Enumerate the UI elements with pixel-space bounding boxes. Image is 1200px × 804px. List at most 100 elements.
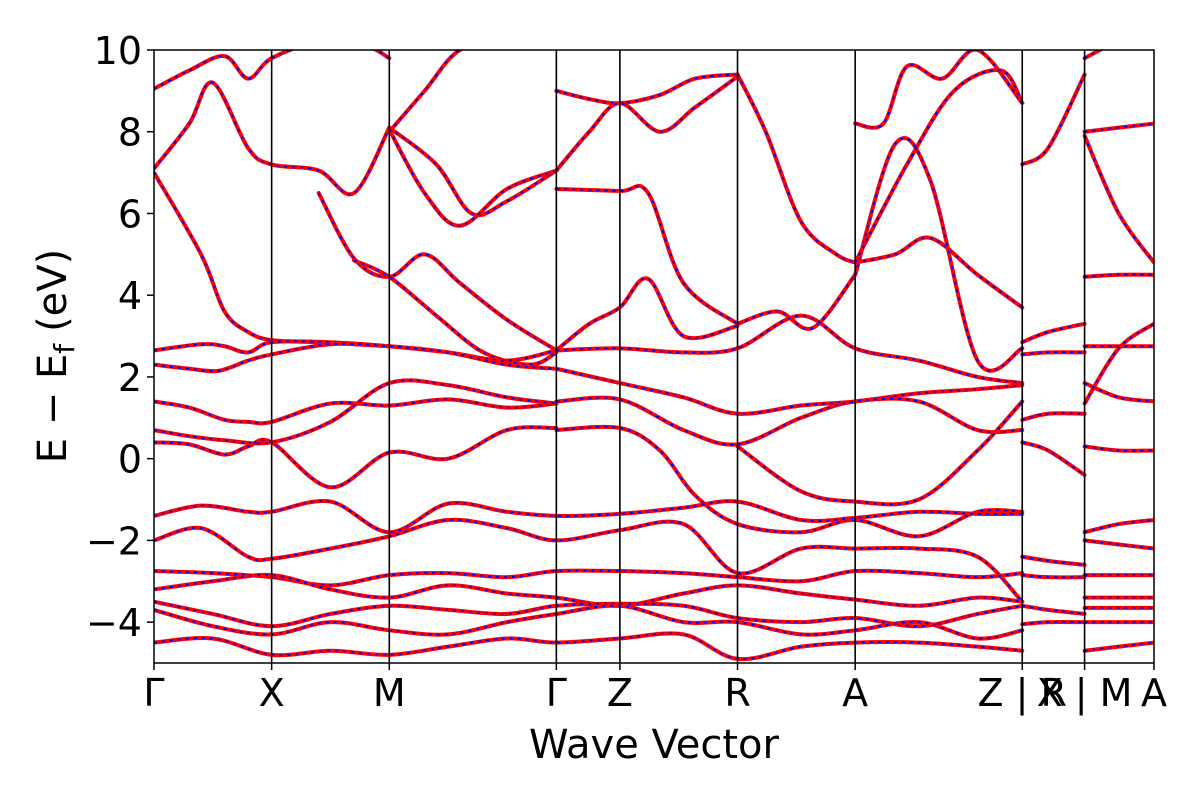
x-axis-label: Wave Vector bbox=[529, 722, 780, 768]
kpoint-divider-lines bbox=[270, 50, 1086, 663]
band-line-solid-34 bbox=[154, 631, 1025, 662]
band-line-dashed-1 bbox=[154, 81, 391, 196]
band-line-dashed-14 bbox=[855, 50, 1024, 129]
y-axis-label: E − Ef (eV) bbox=[30, 249, 81, 464]
y-axis-label-main: E − E bbox=[30, 354, 76, 464]
band-line-solid-25 bbox=[554, 395, 1025, 447]
plot-frame bbox=[153, 49, 1155, 664]
y-tick-label: 6 bbox=[118, 192, 142, 236]
band-line-dashed-34 bbox=[154, 632, 1023, 661]
kpoint-label: Z bbox=[607, 671, 633, 715]
y-tick-label: 8 bbox=[118, 111, 142, 155]
band-line-solid-5 bbox=[387, 50, 465, 134]
band-line-dashed-12 bbox=[736, 74, 856, 264]
band-line-dashed-28 bbox=[154, 499, 1023, 534]
band-line-solid-8 bbox=[554, 72, 740, 106]
band-line-dashed-41 bbox=[1022, 574, 1085, 579]
band-line-dashed-58 bbox=[1084, 641, 1154, 652]
band-line-dashed-36 bbox=[1021, 322, 1085, 344]
band-line-dashed-11 bbox=[555, 277, 738, 352]
band-line-solid-23 bbox=[554, 313, 1025, 386]
band-line-solid-49 bbox=[1082, 321, 1154, 406]
band-line-solid-22 bbox=[154, 425, 559, 490]
band-line-solid-11 bbox=[554, 276, 740, 353]
band-line-solid-44 bbox=[1082, 50, 1105, 61]
band-line-solid-46 bbox=[1082, 133, 1154, 265]
band-line-solid-33 bbox=[154, 603, 1025, 641]
band-line-dashed-19 bbox=[154, 342, 557, 373]
kpoint-label: R bbox=[724, 671, 750, 715]
band-line-solid-50 bbox=[1082, 381, 1154, 404]
band-line-solid-26 bbox=[554, 424, 1025, 539]
y-tick-label: 0 bbox=[118, 438, 142, 482]
band-line-dashed-10 bbox=[556, 184, 739, 325]
band-line-dashed-38 bbox=[1021, 412, 1085, 421]
band-line-dashed-16 bbox=[854, 137, 1023, 372]
kpoint-label: Γ bbox=[546, 671, 567, 715]
band-line-dashed-7 bbox=[353, 259, 557, 366]
band-line-dashed-35 bbox=[1021, 74, 1086, 166]
band-line-dashed-26 bbox=[556, 425, 1023, 538]
band-line-solid-0 bbox=[154, 50, 392, 91]
band-line-solid-17 bbox=[853, 68, 1025, 265]
band-line-solid-27 bbox=[735, 399, 1025, 507]
kpoint-label: M bbox=[373, 671, 406, 715]
kpoint-label: A bbox=[842, 671, 868, 715]
y-tick-label: 10 bbox=[94, 29, 142, 73]
band-line-dashed-44 bbox=[1084, 50, 1103, 60]
band-line-solid-39 bbox=[1020, 440, 1087, 478]
band-line-dashed-17 bbox=[854, 69, 1024, 263]
kpoint-label: Z | R bbox=[978, 671, 1067, 716]
band-line-dashed-3 bbox=[388, 126, 557, 217]
band-line-solid-24 bbox=[554, 366, 1025, 416]
y-tick-label: 4 bbox=[118, 274, 142, 318]
band-line-solid-15 bbox=[853, 235, 1025, 310]
band-line-dashed-21 bbox=[154, 379, 557, 445]
band-line-dashed-4 bbox=[388, 129, 557, 227]
band-line-dashed-40 bbox=[1022, 555, 1085, 566]
band-line-dashed-30 bbox=[154, 569, 1023, 587]
band-line-dashed-6 bbox=[317, 192, 557, 352]
band-line-solid-16 bbox=[853, 136, 1025, 373]
y-tick-label: −4 bbox=[86, 601, 142, 645]
kpoint-label: X bbox=[259, 671, 285, 715]
band-line-dashed-13 bbox=[737, 274, 856, 330]
band-line-dashed-53 bbox=[1084, 539, 1154, 550]
band-line-dashed-20 bbox=[154, 398, 557, 425]
band-line-dashed-51 bbox=[1084, 445, 1154, 452]
band-line-solid-52 bbox=[1082, 517, 1154, 535]
band-line-dashed-42 bbox=[1022, 604, 1085, 615]
bands-layer bbox=[154, 50, 1154, 662]
y-axis-label-subscript: f bbox=[48, 343, 81, 354]
band-line-dashed-43 bbox=[1022, 620, 1085, 626]
band-line-solid-12 bbox=[735, 72, 858, 265]
band-line-dashed-5 bbox=[388, 50, 463, 133]
band-line-solid-13 bbox=[735, 272, 858, 331]
kpoint-label: A bbox=[1141, 671, 1167, 715]
band-line-dashed-22 bbox=[154, 426, 557, 489]
band-line-dashed-50 bbox=[1084, 382, 1154, 403]
band-line-dashed-27 bbox=[736, 400, 1023, 506]
kpoint-label: X | M bbox=[1037, 671, 1133, 716]
kpoint-label: Γ bbox=[143, 671, 164, 715]
band-line-solid-35 bbox=[1020, 72, 1087, 167]
y-tick-label: −2 bbox=[86, 519, 142, 563]
band-line-dashed-46 bbox=[1083, 135, 1154, 264]
band-line-dashed-9 bbox=[555, 75, 739, 172]
band-line-dashed-49 bbox=[1083, 322, 1154, 405]
band-line-dashed-45 bbox=[1084, 122, 1154, 133]
band-line-dashed-29 bbox=[154, 518, 1023, 603]
band-line-dashed-37 bbox=[1022, 351, 1085, 356]
band-line-solid-6 bbox=[316, 191, 559, 353]
band-line-solid-3 bbox=[387, 125, 559, 218]
y-axis-ticks: −4 −2 0 2 4 6 8 10 bbox=[86, 29, 154, 645]
y-axis-label-unit: (eV) bbox=[30, 249, 76, 332]
y-tick-label: 2 bbox=[118, 356, 142, 400]
band-line-dashed-47 bbox=[1084, 273, 1154, 278]
band-line-dashed-25 bbox=[556, 396, 1023, 446]
band-line-dashed-15 bbox=[854, 236, 1023, 309]
band-line-solid-36 bbox=[1020, 321, 1087, 345]
